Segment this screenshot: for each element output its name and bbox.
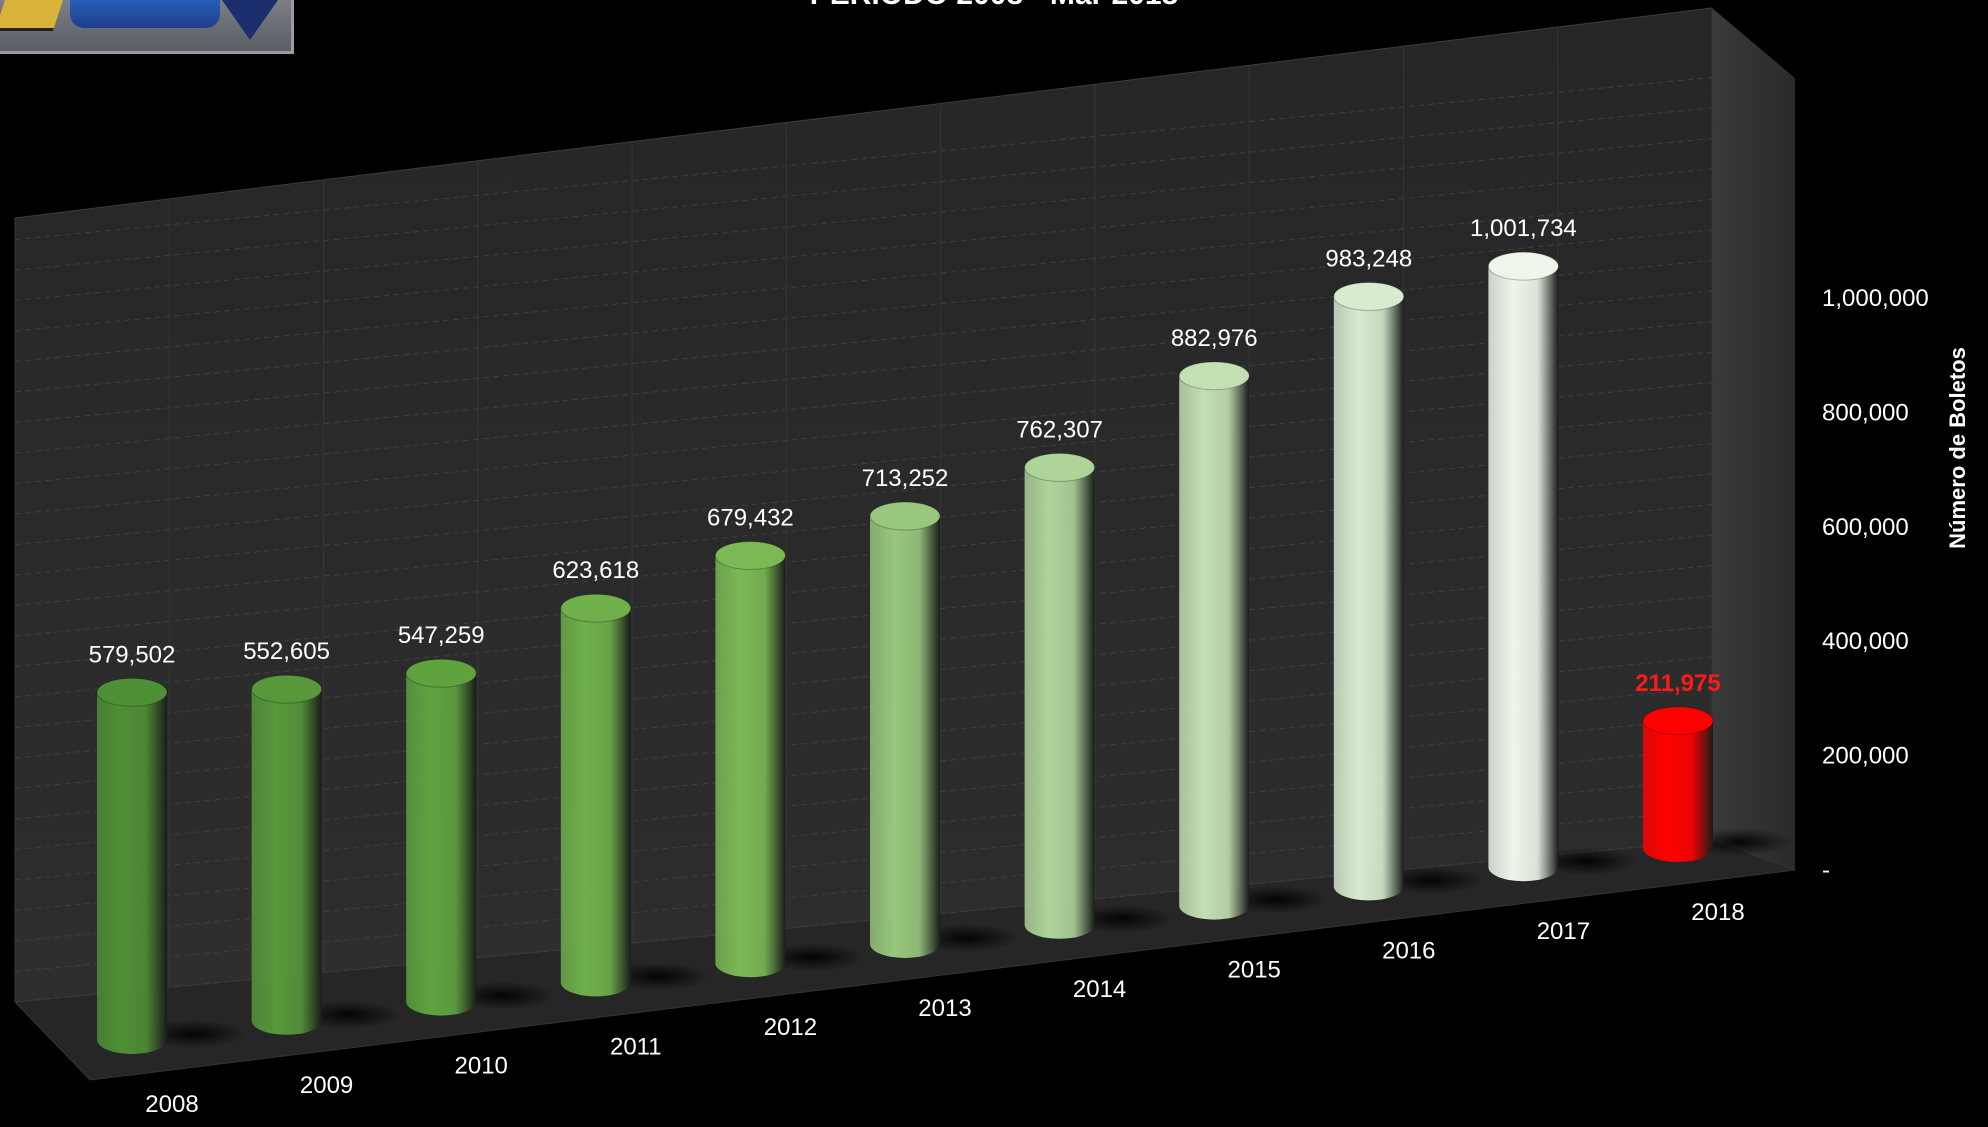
bar-top [251,674,323,704]
x-axis-labels: 2008 2009 2010 2011 2012 2013 2014 2015 2016 2017… [145,899,1744,1118]
value-label: 623,618 [552,557,639,584]
bar [560,608,631,997]
bar [1179,375,1250,920]
bar-top [1642,706,1714,736]
chart-floor [13,839,1796,1081]
x-tick-label: 2010 [455,1053,508,1080]
bar-top [1487,251,1559,281]
logo-wordmark [70,0,220,28]
bar-top [869,501,941,531]
bar [1333,296,1404,901]
x-tick-label: 2012 [764,1014,817,1041]
bar-shadow [1069,904,1174,933]
value-label: 713,252 [862,465,949,492]
grid-line [14,138,1713,301]
grid-line [14,412,1713,576]
bar [1488,266,1559,882]
bar [97,692,167,1054]
bar [715,555,786,978]
bar [406,673,477,1016]
bar-shadow [1688,828,1792,856]
bar-shadows [142,828,1792,1048]
logo-triangle [222,0,278,40]
bar-shadow [142,1020,246,1048]
value-label: 983,248 [1325,245,1412,272]
bar-top [1333,281,1405,311]
y-tick-label: 400,000 [1822,628,1909,655]
value-label: 679,432 [707,505,794,532]
bar-shadow [605,962,710,991]
bar-shadow [1378,866,1483,895]
x-tick-label: 2008 [145,1091,198,1118]
grid-line [14,351,1713,515]
y-tick-label: 600,000 [1822,514,1909,541]
y-tick-label: - [1822,857,1830,884]
grid-line [14,199,1713,362]
grid-line [14,260,1713,423]
value-label: 882,976 [1171,325,1258,352]
y-tick-label: 1,000,000 [1822,285,1929,312]
bar-shadow [1533,847,1638,876]
bar-top [560,593,632,623]
bar-top [1024,452,1096,482]
value-label: 211,975 [1635,670,1720,697]
grid-line [14,321,1713,484]
bar-top [96,677,168,707]
y-axis-label: Número de Boletos [1945,347,1970,549]
x-tick-label: 2016 [1382,937,1435,964]
bar-shadow [760,943,865,972]
bar [1643,720,1713,862]
y-axis-ticks: - 200,000 400,000 600,000 800,000 1,000,000 [1822,285,1929,884]
grid-line [14,77,1713,240]
bar-top [405,658,477,688]
value-label: 579,502 [89,641,176,668]
bar [1024,467,1095,939]
y-tick-label: 200,000 [1822,743,1909,770]
x-tick-label: 2011 [610,1033,662,1060]
value-label: 1,001,734 [1470,215,1577,242]
bar-top [1178,361,1250,391]
value-labels: 579,502 552,605 547,259 623,618 679,432 713,2… [89,215,1721,697]
company-logo [0,0,294,54]
grid-line [14,107,1713,271]
grid-line [14,290,1713,454]
grid-line [14,534,1713,698]
x-tick-label: 2009 [300,1072,353,1099]
grid-line [14,473,1713,637]
grid-line [14,168,1713,332]
value-label: 552,605 [243,638,330,665]
x-tick-label: 2018 [1691,899,1744,926]
chart-side-wall [1712,8,1795,870]
bar-shadow [915,924,1019,952]
grid-line [14,382,1713,545]
x-tick-label: 2013 [918,995,971,1022]
bar-shadow [296,1000,401,1029]
bar [251,689,322,1035]
x-tick-label: 2015 [1228,957,1281,984]
bars [96,251,1714,1054]
bar [870,516,940,958]
grid-line [14,504,1713,667]
grid-line [14,229,1713,393]
bar-top [714,541,786,571]
x-tick-label: 2017 [1537,918,1590,945]
chart-title: PERIODO 2008 - Mar 2018 [0,0,1988,12]
value-label: 547,259 [398,622,485,649]
value-label: 762,307 [1016,416,1103,443]
bar-shadow [1224,885,1329,914]
y-tick-label: 800,000 [1822,399,1909,426]
grid-line [14,443,1713,606]
x-tick-label: 2014 [1073,976,1126,1003]
bar-shadow [451,981,556,1010]
